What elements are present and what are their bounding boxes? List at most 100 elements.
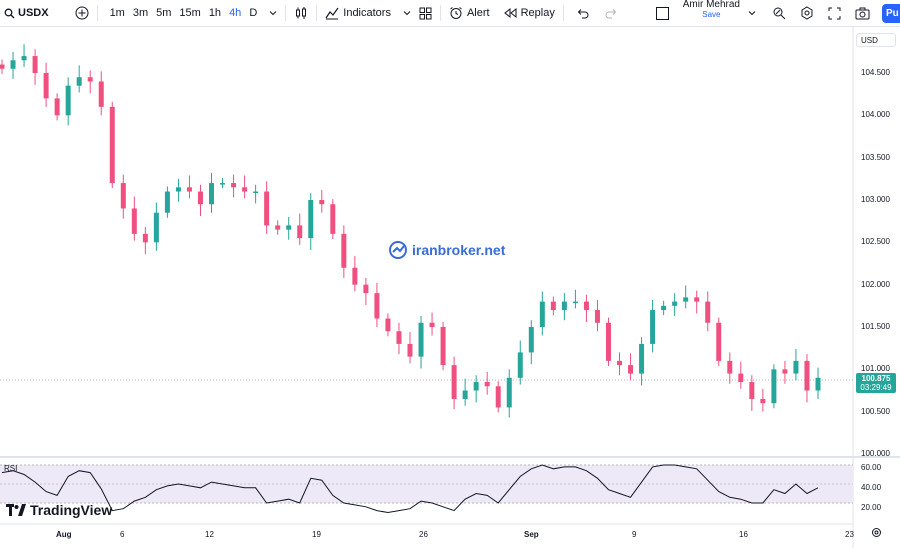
redo-button[interactable]: [601, 0, 622, 27]
timeframe-5m[interactable]: 5m: [156, 7, 172, 19]
timeframe-dropdown[interactable]: [265, 0, 281, 27]
candle-down: [54, 98, 60, 116]
alert-button[interactable]: Alert: [445, 0, 494, 27]
candle-down: [131, 208, 137, 234]
candle-up: [65, 85, 71, 116]
candle-down: [109, 106, 115, 184]
gear-icon: [801, 6, 813, 20]
symbol-search[interactable]: USDX: [0, 0, 53, 27]
user-dropdown[interactable]: [744, 0, 760, 27]
candle-up: [462, 390, 468, 399]
candle-down: [231, 183, 237, 188]
candle-down: [341, 233, 347, 268]
candle-down: [330, 204, 336, 234]
quick-search-button[interactable]: [768, 0, 790, 27]
watermark: iranbroker.net: [388, 240, 505, 260]
candle-down: [264, 191, 270, 226]
candle-down: [583, 301, 589, 311]
candle-down: [440, 327, 446, 366]
timeframe-1m[interactable]: 1m: [109, 7, 125, 19]
candle-down: [363, 284, 369, 294]
rsi-legend[interactable]: RSI: [4, 464, 18, 473]
price-tick-label: 102.000: [861, 279, 890, 289]
axis-settings-button[interactable]: [871, 527, 882, 541]
publish-button[interactable]: Pu: [882, 4, 900, 23]
timeframe-4h[interactable]: 4h: [229, 7, 242, 19]
snapshot-button[interactable]: [851, 0, 874, 27]
price-tick-label: 101.000: [861, 364, 890, 374]
user-menu[interactable]: Amir Mehrad Save: [679, 0, 744, 27]
replay-label: Replay: [520, 7, 555, 19]
camera-icon: [855, 7, 870, 19]
candles-group: [0, 44, 821, 418]
candle-down: [297, 225, 303, 239]
price-tick-label: 103.000: [861, 195, 890, 204]
date-tick-label: 12: [205, 530, 214, 539]
layout-button[interactable]: [415, 0, 436, 27]
indicators-button[interactable]: Indicators: [321, 0, 415, 27]
candle-down: [738, 373, 744, 383]
chart-canvas[interactable]: [0, 27, 900, 548]
candle-down: [550, 301, 556, 311]
symbol-name: USDX: [18, 7, 49, 19]
candle-up: [308, 200, 314, 239]
candle-up: [175, 187, 181, 192]
candle-down: [275, 225, 281, 230]
settings-button[interactable]: [796, 0, 818, 27]
candle-down: [594, 310, 600, 323]
candle-up: [561, 301, 567, 311]
candle-up: [253, 191, 259, 194]
candle-down: [605, 322, 611, 361]
save-label[interactable]: Save: [702, 9, 721, 19]
candle-up: [672, 301, 678, 306]
fullscreen-button[interactable]: [824, 0, 845, 27]
date-tick-label: 6: [120, 530, 125, 539]
layout-checkbox[interactable]: [652, 0, 673, 27]
user-name: Amir Mehrad: [682, 0, 740, 10]
candle-up: [10, 60, 16, 69]
date-tick-label: 9: [632, 530, 637, 539]
candle-down: [617, 360, 623, 366]
candle-down: [760, 398, 766, 404]
timeframe-group: 1m 3m 5m 15m 1h 4h D: [102, 0, 266, 27]
timeframe-D[interactable]: D: [249, 7, 258, 19]
compare-button[interactable]: [71, 0, 93, 27]
search-pen-icon: [773, 7, 786, 20]
search-icon: [4, 8, 15, 18]
chart-type-button[interactable]: [290, 0, 312, 27]
candle-up: [528, 327, 534, 353]
candle-up: [771, 369, 777, 404]
candle-down: [43, 73, 49, 99]
undo-button[interactable]: [572, 0, 593, 27]
replay-button[interactable]: Replay: [500, 0, 559, 27]
candle-up: [473, 382, 479, 391]
date-tick-label: Aug: [56, 530, 72, 539]
currency-button[interactable]: USD: [856, 33, 896, 47]
candle-down: [32, 56, 38, 73]
date-tick-label: 23: [845, 530, 854, 539]
candle-down: [484, 382, 490, 387]
chart-area[interactable]: USD 104.500 104.000 103.500 103.000 102.500 1…: [0, 27, 900, 548]
timeframe-1h[interactable]: 1h: [208, 7, 222, 19]
checkbox-icon: [655, 6, 669, 20]
candle-up: [209, 183, 215, 205]
add-circle-icon: [75, 6, 89, 20]
timeframe-15m[interactable]: 15m: [179, 7, 201, 19]
candle-up: [815, 377, 821, 391]
candle-down: [120, 183, 126, 209]
candle-up: [793, 360, 799, 374]
tradingview-logo[interactable]: TradingView: [6, 502, 112, 518]
candle-down: [396, 331, 402, 344]
candle-up: [21, 56, 27, 61]
price-tick-label: 100.000: [861, 449, 890, 458]
date-tick-label: 16: [739, 530, 748, 539]
candle-down: [804, 360, 810, 391]
candle-up: [164, 191, 170, 213]
bar-countdown: 03:29:49: [860, 383, 892, 392]
candle-down: [319, 200, 325, 205]
indicators-icon: [325, 7, 339, 20]
timeframe-3m[interactable]: 3m: [132, 7, 149, 19]
candle-up: [650, 310, 656, 344]
watermark-text: iranbroker.net: [412, 242, 506, 258]
undo-icon: [577, 9, 589, 19]
